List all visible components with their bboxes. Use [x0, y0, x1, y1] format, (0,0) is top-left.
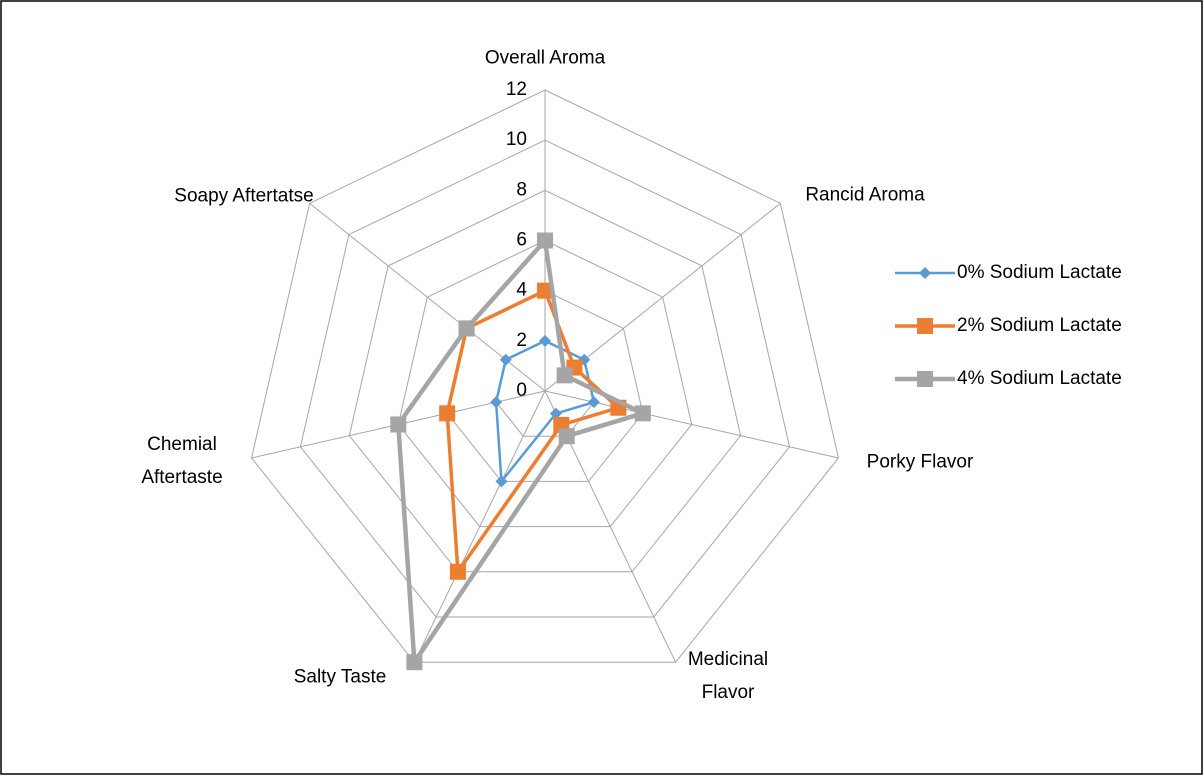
- marker: [558, 428, 575, 445]
- grid-ring: [348, 189, 742, 573]
- marker: [537, 282, 553, 299]
- category-label: Rancid Aroma: [805, 184, 925, 206]
- tick-label: 10: [506, 129, 527, 150]
- grid-ring: [299, 139, 791, 618]
- legend-label: 4% Sodium Lactate: [957, 368, 1122, 389]
- series-line: [396, 238, 646, 665]
- category-label: Overall Aroma: [484, 47, 606, 69]
- marker: [549, 407, 562, 420]
- marker: [539, 334, 551, 347]
- legend-marker: [917, 371, 933, 387]
- legend-label: 2% Sodium Lactate: [957, 315, 1122, 336]
- series-line: [494, 339, 596, 483]
- legend-marker: [917, 318, 933, 334]
- category-label: Medicinal Flavor: [687, 649, 769, 703]
- marker: [634, 405, 651, 422]
- marker: [587, 396, 600, 409]
- marker: [439, 405, 456, 422]
- grid-ring: [397, 239, 693, 528]
- tick-label: 12: [506, 79, 527, 100]
- legend-marker: [919, 267, 931, 279]
- tick-label: 2: [516, 330, 527, 351]
- marker: [490, 396, 503, 409]
- category-label: Salty Taste: [293, 666, 387, 688]
- category-label: Chemial Aftertaste: [141, 434, 223, 488]
- grid-ring: [251, 89, 839, 663]
- marker: [449, 563, 466, 580]
- category-label: Soapy Aftertatse: [174, 185, 314, 207]
- tick-label: 4: [516, 280, 527, 301]
- category-label: Porky Flavor: [866, 451, 974, 473]
- legend-label: 0% Sodium Lactate: [957, 262, 1122, 283]
- marker: [556, 367, 573, 384]
- marker: [458, 320, 475, 337]
- tick-label: 8: [516, 179, 527, 200]
- marker: [495, 475, 508, 488]
- spoke: [413, 390, 546, 663]
- marker: [499, 353, 512, 366]
- marker: [390, 416, 407, 433]
- tick-label: 0: [516, 380, 527, 401]
- marker: [537, 232, 553, 249]
- tick-label: 6: [516, 230, 527, 251]
- marker: [406, 654, 423, 671]
